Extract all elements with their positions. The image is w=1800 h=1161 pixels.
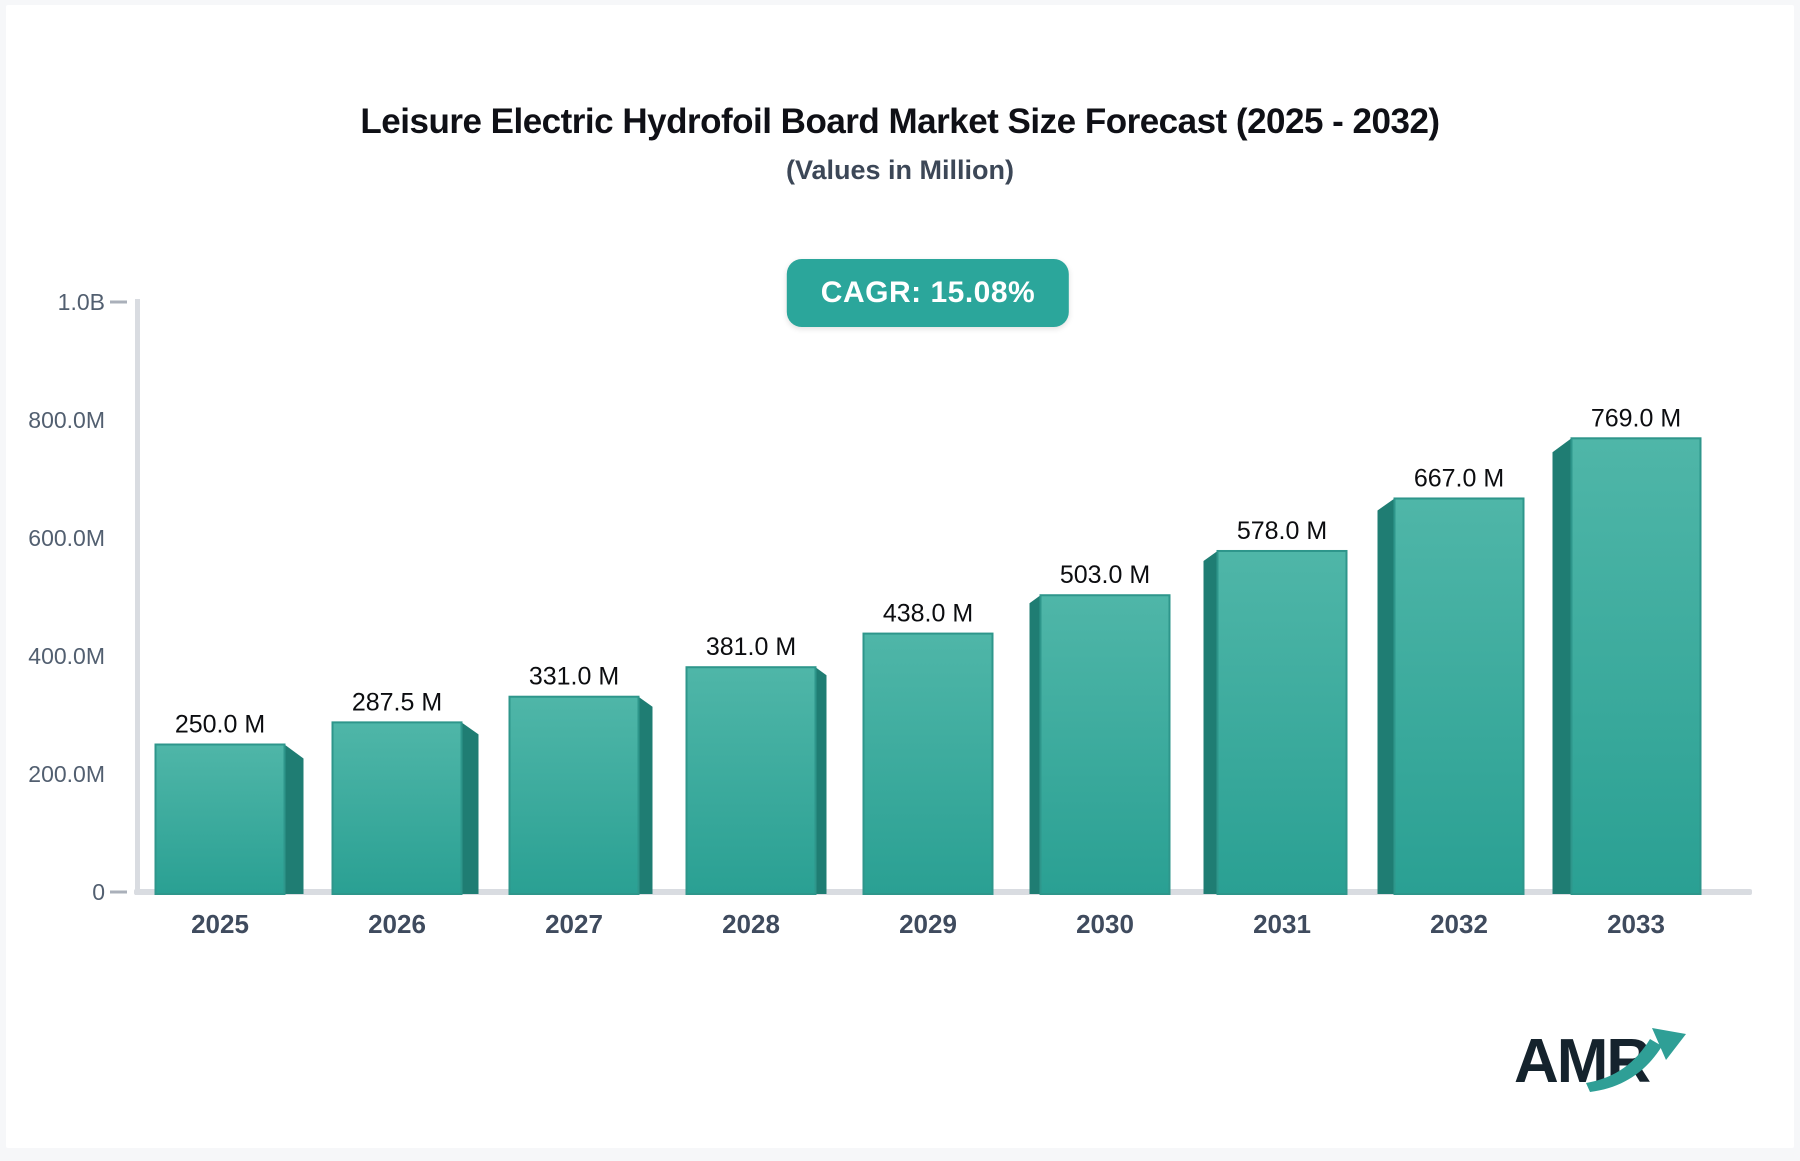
x-axis-label-2031: 2031 — [1253, 909, 1311, 939]
bar-value-label: 331.0 M — [529, 663, 619, 691]
x-axis-label-2025: 2025 — [191, 909, 249, 939]
bar-value-label: 381.0 M — [706, 633, 796, 661]
bar-2028 — [685, 666, 817, 896]
chart-card: Leisure Electric Hydrofoil Board Market … — [6, 5, 1794, 1148]
y-axis-tick-label: 400.0M — [28, 643, 105, 669]
bar-side-face-2030 — [1029, 595, 1041, 894]
chart-header: Leisure Electric Hydrofoil Board Market … — [6, 101, 1794, 186]
y-axis-tick-label: 200.0M — [28, 761, 105, 787]
bar-side-face-2032 — [1377, 498, 1395, 894]
y-axis-tick-label: 1.0B — [58, 289, 105, 315]
bar-value-label: 578.0 M — [1237, 517, 1327, 545]
x-axis-label-2030: 2030 — [1076, 909, 1134, 939]
amr-logo-text: AMR — [1514, 1027, 1651, 1096]
bar-value-label: 287.5 M — [352, 688, 442, 716]
chart-subtitle: (Values in Million) — [785, 155, 1015, 185]
x-axis-label-2028: 2028 — [722, 909, 780, 939]
y-axis-tick-label: 0 — [92, 879, 105, 905]
bar-2030 — [1039, 594, 1171, 895]
bar-side-face-2027 — [638, 696, 653, 894]
bar-value-label: 769.0 M — [1591, 404, 1681, 432]
growth-arrow-icon — [1586, 1028, 1686, 1092]
bar-side-face-2033 — [1552, 438, 1572, 894]
bar-2027 — [508, 695, 640, 896]
x-axis-label-2032: 2032 — [1430, 909, 1488, 939]
bar-2033 — [1570, 437, 1702, 895]
bar-2029 — [862, 632, 994, 896]
amr-logo: AMR — [1514, 1020, 1694, 1100]
bar-chart: 0 200.0M 400.0M 600.0M 800.0M 1.0B 250.0 M 2025… — [28, 289, 1752, 939]
bar-side-face-2028 — [815, 667, 827, 894]
bar-side-face-2025 — [284, 744, 304, 894]
bar-value-label: 438.0 M — [883, 600, 973, 628]
x-axis-label-2029: 2029 — [899, 909, 957, 939]
y-axis-tick-label: 800.0M — [28, 407, 105, 433]
bar-value-label: 503.0 M — [1060, 561, 1150, 589]
bar-side-face-2026 — [461, 722, 479, 894]
bar-value-label: 667.0 M — [1414, 464, 1504, 492]
x-axis-label-2027: 2027 — [545, 909, 603, 939]
bar-2032 — [1393, 497, 1525, 895]
chart-title: Leisure Electric Hydrofoil Board Market … — [360, 102, 1440, 141]
cagr-badge: CAGR: 15.08% — [786, 259, 1070, 327]
x-axis-label-2026: 2026 — [368, 909, 426, 939]
x-axis-label-2033: 2033 — [1607, 909, 1665, 939]
bar-2031 — [1216, 549, 1348, 895]
cagr-badge-label: CAGR: 15.08% — [820, 276, 1036, 309]
bar-value-label: 250.0 M — [175, 711, 265, 739]
bar-2026 — [331, 721, 463, 895]
y-axis-line — [135, 299, 140, 895]
bar-2025 — [154, 743, 286, 895]
y-axis-tick-label: 600.0M — [28, 525, 105, 551]
bar-side-face-2031 — [1203, 550, 1218, 894]
